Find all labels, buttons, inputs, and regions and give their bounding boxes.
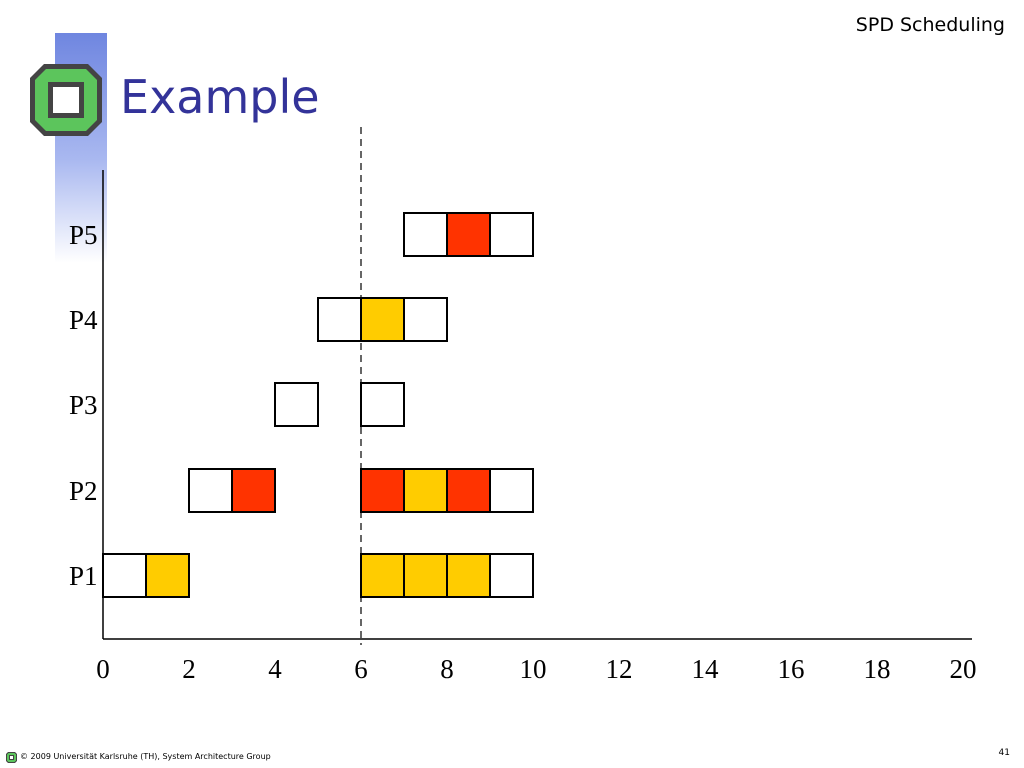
slot-p5-red	[446, 212, 491, 257]
slot-p2-empty	[489, 468, 534, 513]
university-logo-icon	[30, 64, 102, 136]
x-tick-label: 20	[950, 654, 977, 684]
footer-logo-icon	[6, 752, 17, 763]
slot-p2-yellow	[403, 468, 448, 513]
footer-copyright: © 2009 Universität Karlsruhe (TH), Syste…	[20, 752, 271, 761]
slot-p2-empty	[188, 468, 233, 513]
slide-title: Example	[120, 70, 320, 124]
slot-p2-red	[446, 468, 491, 513]
slot-p5-empty	[403, 212, 448, 257]
process-label-p5: P5	[69, 220, 98, 250]
x-tick-label: 16	[778, 654, 805, 684]
slot-p3-empty	[360, 382, 405, 427]
process-label-p1: P1	[69, 561, 98, 591]
x-tick-label: 8	[440, 654, 454, 684]
page-number: 41	[998, 748, 1010, 758]
x-tick-label: 18	[864, 654, 891, 684]
slot-p1-empty	[489, 553, 534, 598]
x-tick-label: 0	[96, 654, 110, 684]
slot-p3-empty	[274, 382, 319, 427]
slot-p4-yellow	[360, 297, 405, 342]
x-tick-label: 6	[354, 654, 368, 684]
process-label-p4: P4	[69, 305, 98, 335]
slot-p1-yellow	[403, 553, 448, 598]
slot-p4-empty	[403, 297, 448, 342]
x-tick-label: 4	[268, 654, 282, 684]
slot-p2-red	[231, 468, 276, 513]
section-title: SPD Scheduling	[855, 14, 1005, 36]
slot-p1-yellow	[145, 553, 190, 598]
x-tick-label: 10	[520, 654, 547, 684]
slot-p4-empty	[317, 297, 362, 342]
slot-p1-yellow	[446, 553, 491, 598]
process-label-p3: P3	[69, 390, 98, 420]
process-label-p2: P2	[69, 476, 98, 506]
slot-p2-red	[360, 468, 405, 513]
x-tick-label: 2	[182, 654, 196, 684]
slot-p1-yellow	[360, 553, 405, 598]
slot-p5-empty	[489, 212, 534, 257]
slot-p1-empty	[102, 553, 147, 598]
x-tick-label: 12	[606, 654, 633, 684]
x-tick-label: 14	[692, 654, 720, 684]
